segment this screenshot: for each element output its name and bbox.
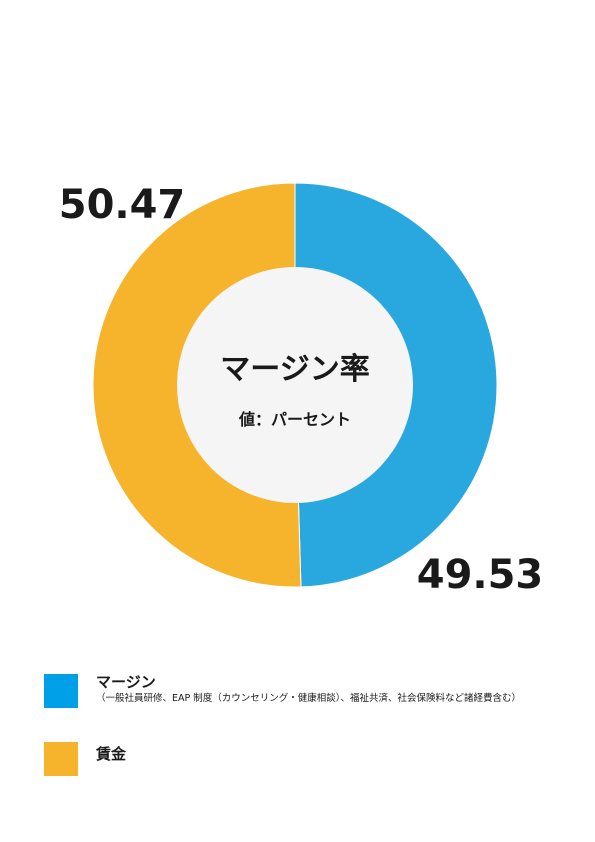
value-label-wage: 50.47 [59,182,186,228]
donut-chart: マージン率 値：パーセント 49.53 50.47 [59,182,544,598]
chart-subtitle: 値：パーセント [238,410,351,429]
legend-label-wage: 賃金 [96,745,127,763]
legend-swatch-wage [44,742,78,776]
legend-item-margin: マージン （一般社員研修、EAP 制度（カウンセリング・健康相談）、福祉共済、社… [44,670,584,726]
chart-title: マージン率 [220,352,369,387]
legend-item-wage: 賃金 [44,738,584,794]
legend-label-margin: マージン [96,673,156,691]
donut-center [177,267,413,503]
legend-swatch-margin [44,674,78,708]
value-label-margin: 49.53 [417,552,544,598]
legend: マージン （一般社員研修、EAP 制度（カウンセリング・健康相談）、福祉共済、社… [44,670,584,806]
legend-note-margin: （一般社員研修、EAP 制度（カウンセリング・健康相談）、福祉共済、社会保険料な… [96,693,522,704]
